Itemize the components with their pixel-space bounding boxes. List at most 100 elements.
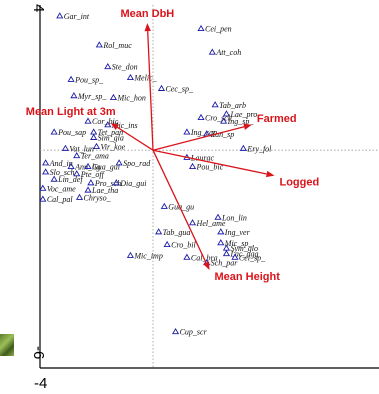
species-point-label: Cal_pal: [47, 195, 74, 204]
species-cei-pen: Cei_pen: [197, 25, 232, 34]
species-point-marker: [126, 73, 134, 81]
species-gar-int: Gar_int: [56, 12, 90, 21]
species-point-label: Lin_def: [57, 175, 84, 184]
vector-label: Mean DbH: [120, 8, 174, 20]
species-pro-sch: Pro_sch: [87, 179, 121, 188]
vector-arrowhead: [203, 261, 210, 270]
species-point-label: Tet_pan: [98, 128, 124, 137]
species-point-label: Sim_gla: [98, 133, 124, 142]
species-point-label: Ter_ama: [81, 152, 109, 161]
vector-arrowhead: [243, 123, 252, 130]
origin-guides: [40, 5, 379, 368]
species-pte-off: Pte_off: [73, 170, 106, 179]
species-point-label: Pou_sap: [57, 128, 86, 137]
species-point-label: Mic_sp_: [224, 239, 254, 248]
species-tab-arb: Tab_arb: [211, 101, 246, 110]
species-dia-gui: Dia_gui: [112, 179, 147, 188]
species-point-label: Sch_par: [211, 259, 239, 268]
species-point-label: Hel_ame: [196, 219, 226, 228]
vector-line: [152, 126, 245, 151]
species-point-label: Gar_int: [64, 12, 90, 21]
vector-arrowhead: [265, 170, 275, 178]
species-point-label: Pou_sp_: [74, 75, 104, 84]
species-point-label: Vat_lun: [69, 144, 93, 153]
species-point-marker: [90, 133, 98, 140]
species-point-marker: [188, 219, 197, 226]
species-lac-agg: Lac_agg: [222, 250, 258, 259]
species-rol-muc: Rol_muc: [95, 41, 132, 50]
species-point-marker: [61, 144, 70, 151]
species-lon-lin: Lon_lin: [214, 213, 247, 222]
species-point-marker: [84, 186, 92, 193]
species-tab-gua: Tab_gua: [155, 228, 190, 237]
species-point-label: Pro_sch: [94, 179, 121, 188]
species-cup-scr: Cup_scr: [172, 328, 208, 337]
species-point-label: Cor_bic: [92, 117, 119, 126]
species-point-label: Gua_gui: [92, 163, 120, 172]
species-point-label: Laurac: [190, 153, 215, 162]
species-point-marker: [211, 101, 219, 108]
species-point-marker: [172, 328, 180, 335]
species-point-label: Mic_ins: [111, 121, 138, 130]
vector-label: Mean Light at 3m: [26, 106, 116, 118]
species-point-marker: [67, 75, 75, 82]
species-point-label: Pou_bic: [196, 163, 224, 172]
species-point-label: Voc_ame: [47, 184, 76, 193]
vector-arrowhead: [110, 122, 120, 130]
vector-mean-height: Mean Height: [152, 149, 280, 283]
species-point-marker: [84, 162, 92, 169]
species-lin-def: Lin_def: [50, 175, 84, 184]
species-point-marker: [50, 175, 58, 182]
species-points: Gar_int Rol_muc Ste_don Melic_ Pou_sp_ Myr_sp…: [39, 12, 272, 337]
species-point-marker: [217, 228, 225, 235]
species-point-marker: [73, 170, 81, 177]
species-pou-sp: Pou_sp_: [67, 75, 104, 84]
species-point-label: Ing_ver: [224, 228, 251, 237]
species-point-marker: [126, 251, 134, 258]
species-point-marker: [56, 12, 64, 19]
species-ter-ama: Ter_ama: [73, 151, 109, 161]
species-point-label: Ann_lig: [74, 163, 100, 172]
species-point-label: Myr_sp_: [77, 92, 107, 101]
species-point-label: Zan_sp: [211, 130, 235, 139]
species-lae-tha: Lae_tha: [84, 186, 118, 195]
species-point-label: Mic_hon: [116, 94, 145, 103]
vector-mean-light-at-3m: Mean Light at 3m: [26, 106, 154, 151]
species-point-marker: [222, 110, 231, 117]
species-vat-lun: Vat_lun: [61, 144, 94, 153]
species-slo-sch: Slo_sch: [42, 168, 75, 177]
species-point-marker: [87, 179, 95, 186]
species-point-label: Lon_lin: [221, 213, 247, 222]
species-point-label: Lae_pro: [229, 110, 257, 119]
species-vir-koe: Vir_koe: [92, 143, 126, 152]
species-point-marker: [73, 151, 81, 159]
species-cec-sp: Cec_sp_: [157, 84, 194, 93]
species-point-marker: [183, 128, 191, 135]
species-ing-ver: Ing_ver: [217, 228, 251, 237]
species-ann-lig: Ann_lig: [67, 163, 100, 172]
vector-mean-dbh: Mean DbH: [120, 8, 174, 151]
axis-corner-labels: 4 -6 -4: [30, 4, 47, 392]
species-cei-sp: Cei_sp_: [231, 253, 266, 262]
species-point-marker: [217, 239, 225, 246]
species-point-marker: [115, 159, 123, 166]
species-point-marker: [90, 128, 98, 135]
species-cro-bil: Cro_bil: [163, 241, 197, 250]
vector-label: Farmed: [257, 113, 297, 125]
species-point-label: Gua_gu: [168, 202, 194, 211]
y-bottom-tick-label: -6: [30, 346, 47, 359]
species-mic-imp: Mic_imp: [126, 251, 163, 260]
species-lae-pro: Lae_pro: [222, 110, 257, 119]
species-point-marker: [208, 48, 216, 55]
corner-photo-thumbnail: [0, 334, 14, 356]
species-point-marker: [104, 121, 112, 128]
species-point-label: Cei_sp_: [239, 253, 266, 262]
species-point-marker: [214, 213, 222, 220]
species-point-label: Melic_: [133, 74, 157, 83]
species-point-marker: [39, 184, 47, 191]
species-gua-gui: Gua_gui: [84, 162, 120, 172]
vector-line: [117, 126, 154, 151]
species-and-in: And_in: [42, 159, 73, 168]
species-pou-sap: Pou_sap: [50, 128, 86, 137]
